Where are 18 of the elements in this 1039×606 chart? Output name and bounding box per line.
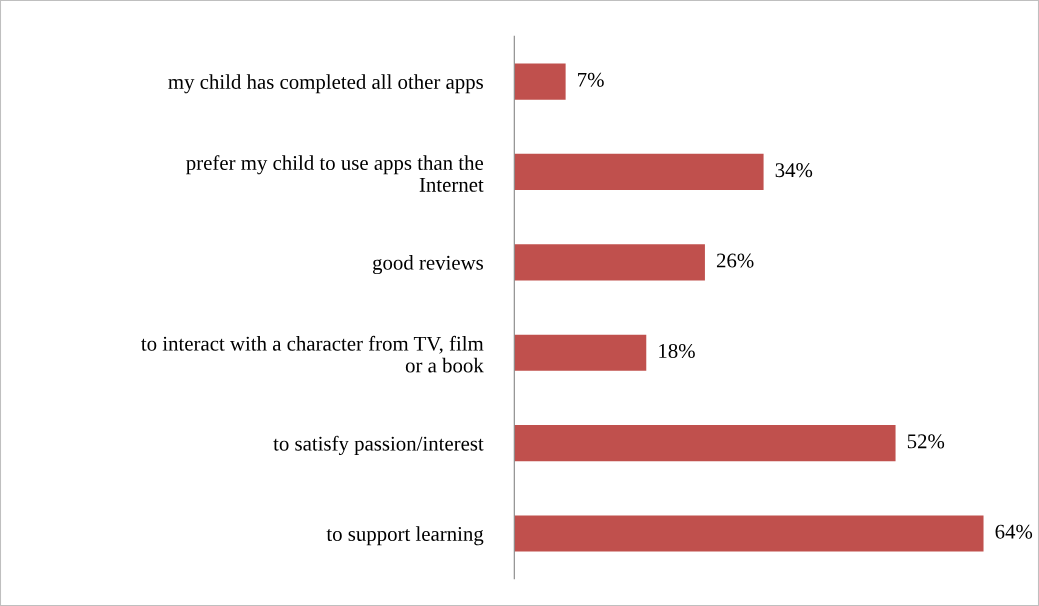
y-tick-label: prefer my child to use apps than the Internet: [186, 155, 484, 192]
data-label: 18%: [659, 343, 695, 359]
bar: [514, 244, 705, 281]
data-label: 34%: [775, 163, 813, 178]
data-label: 64%: [995, 524, 1033, 539]
y-tick-label: to interact with a character from TV, film or a book: [141, 335, 484, 373]
y-tick-label: good reviews: [372, 255, 483, 275]
bar: [514, 153, 764, 191]
y-tick-label: to support learning: [326, 526, 484, 546]
bar: [514, 63, 566, 100]
data-label: 26%: [716, 253, 754, 268]
data-label: 52%: [907, 434, 945, 449]
bar: [514, 425, 896, 462]
data-label: 7%: [578, 72, 604, 87]
y-tick-label: to satisfy passion/interest: [273, 435, 484, 455]
y-tick-label: my child has completed all other apps: [168, 74, 483, 94]
bar: [514, 515, 984, 552]
bar: [514, 334, 647, 371]
